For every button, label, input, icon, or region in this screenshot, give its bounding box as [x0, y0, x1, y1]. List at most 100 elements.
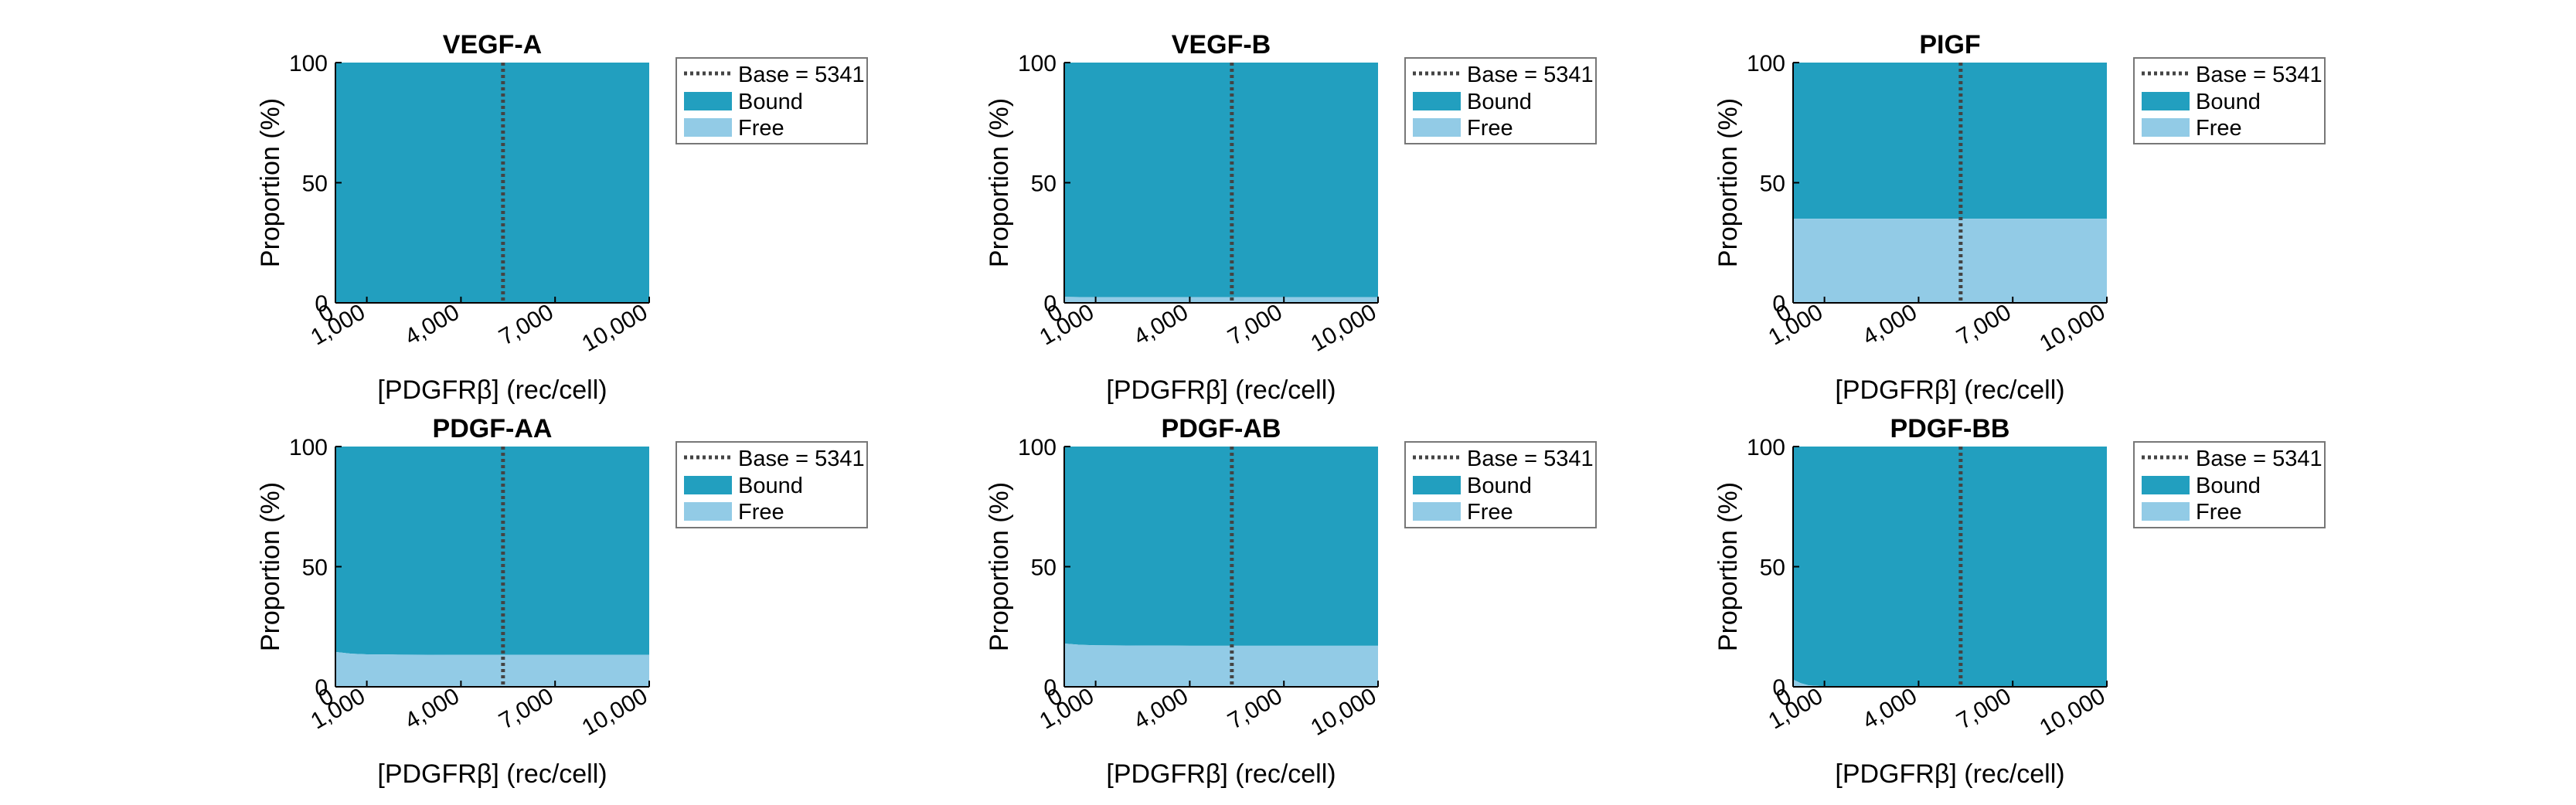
y-tick-label: 0	[1043, 291, 1057, 317]
y-tick-label: 50	[302, 555, 328, 581]
y-tick-label: 100	[1018, 51, 1057, 76]
y-tick-label: 100	[1018, 435, 1057, 460]
x-tick-label: 7,000	[1952, 683, 2016, 734]
free-area	[1793, 219, 2107, 303]
legend-free-swatch	[684, 118, 732, 137]
legend-bound-label: Bound	[1467, 474, 1532, 498]
x-tick-label: 4,000	[400, 299, 464, 350]
x-tick-label: 10,000	[2036, 299, 2110, 356]
y-tick-label: 0	[1772, 675, 1785, 701]
legend-free-swatch	[1413, 118, 1461, 137]
x-tick-label: 10,000	[578, 299, 652, 356]
y-tick-label: 0	[1772, 291, 1785, 317]
legend-free-swatch	[2142, 118, 2190, 137]
legend-bound-swatch	[1413, 476, 1461, 494]
x-tick-label: 4,000	[1129, 683, 1193, 734]
legend-baseline-label: Base = 5341	[738, 63, 865, 87]
bound-area	[335, 447, 649, 655]
free-area	[1064, 644, 1378, 687]
legend-baseline-label: Base = 5341	[1467, 63, 1594, 87]
free-area	[335, 651, 649, 687]
legend-free-label: Free	[1467, 500, 1513, 525]
x-tick-label: 4,000	[1129, 299, 1193, 350]
bound-area	[1064, 447, 1378, 646]
y-axis-label: Proportion (%)	[985, 98, 1014, 267]
chart-title: VEGF-B	[1172, 30, 1271, 59]
legend-free-swatch	[2142, 502, 2190, 521]
chart-title: PDGF-AA	[433, 414, 553, 443]
x-tick-label: 10,000	[2036, 683, 2110, 740]
y-axis-label: Proportion (%)	[1713, 98, 1743, 267]
y-tick-label: 0	[315, 291, 328, 317]
y-axis-label: Proportion (%)	[256, 98, 285, 267]
x-tick-label: 7,000	[1223, 299, 1287, 350]
y-tick-label: 50	[1031, 172, 1057, 197]
y-tick-label: 100	[1747, 51, 1785, 76]
y-tick-label: 50	[1760, 555, 1785, 581]
legend-free-label: Free	[1467, 116, 1513, 141]
chart-title: PDGF-AB	[1162, 414, 1281, 443]
legend-free-swatch	[684, 502, 732, 521]
bound-area	[1793, 63, 2107, 219]
x-tick-label: 7,000	[495, 299, 558, 350]
y-tick-label: 0	[1043, 675, 1057, 701]
y-tick-label: 0	[315, 675, 328, 701]
chart-title: PDGF-BB	[1890, 414, 2010, 443]
legend-free-label: Free	[2196, 500, 2242, 525]
x-axis-label: [PDGFRβ] (rec/cell)	[377, 375, 607, 405]
legend-bound-label: Bound	[738, 90, 803, 114]
y-tick-label: 100	[289, 51, 328, 76]
x-tick-label: 10,000	[1307, 683, 1381, 740]
legend-baseline-label: Base = 5341	[2196, 63, 2322, 87]
chart-title: VEGF-A	[443, 30, 542, 59]
y-tick-label: 50	[1031, 555, 1057, 581]
x-axis-label: [PDGFRβ] (rec/cell)	[1835, 375, 2064, 405]
y-axis-label: Proportion (%)	[256, 482, 285, 651]
legend-free-label: Free	[738, 116, 784, 141]
legend-bound-swatch	[2142, 476, 2190, 494]
legend-baseline-label: Base = 5341	[1467, 447, 1594, 471]
legend-free-label: Free	[738, 500, 784, 525]
legend-bound-label: Bound	[2196, 90, 2261, 114]
legend-bound-swatch	[684, 92, 732, 110]
x-axis-label: [PDGFRβ] (rec/cell)	[1106, 759, 1336, 789]
x-tick-label: 4,000	[1858, 299, 1921, 350]
bound-area	[335, 63, 649, 303]
free-area	[1064, 297, 1378, 303]
x-tick-label: 10,000	[578, 683, 652, 740]
legend-bound-label: Bound	[738, 474, 803, 498]
legend-bound-swatch	[1413, 92, 1461, 110]
legend-baseline-label: Base = 5341	[738, 447, 865, 471]
y-axis-label: Proportion (%)	[985, 482, 1014, 651]
legend-bound-label: Bound	[1467, 90, 1532, 114]
bound-area	[1793, 447, 2107, 687]
x-tick-label: 7,000	[495, 683, 558, 734]
legend-bound-label: Bound	[2196, 474, 2261, 498]
y-tick-label: 100	[289, 435, 328, 460]
y-axis-label: Proportion (%)	[1713, 482, 1743, 651]
legend-baseline-label: Base = 5341	[2196, 447, 2322, 471]
x-tick-label: 7,000	[1223, 683, 1287, 734]
y-tick-label: 50	[302, 172, 328, 197]
x-tick-label: 4,000	[1858, 683, 1921, 734]
y-tick-label: 100	[1747, 435, 1785, 460]
chart-title: PIGF	[1919, 30, 1980, 59]
x-tick-label: 10,000	[1307, 299, 1381, 356]
x-axis-label: [PDGFRβ] (rec/cell)	[1106, 375, 1336, 405]
legend-bound-swatch	[684, 476, 732, 494]
x-tick-label: 7,000	[1952, 299, 2016, 350]
y-tick-label: 50	[1760, 172, 1785, 197]
x-axis-label: [PDGFRβ] (rec/cell)	[377, 759, 607, 789]
bound-area	[1064, 63, 1378, 297]
legend-bound-swatch	[2142, 92, 2190, 110]
legend-free-swatch	[1413, 502, 1461, 521]
x-tick-label: 4,000	[400, 683, 464, 734]
legend-free-label: Free	[2196, 116, 2242, 141]
